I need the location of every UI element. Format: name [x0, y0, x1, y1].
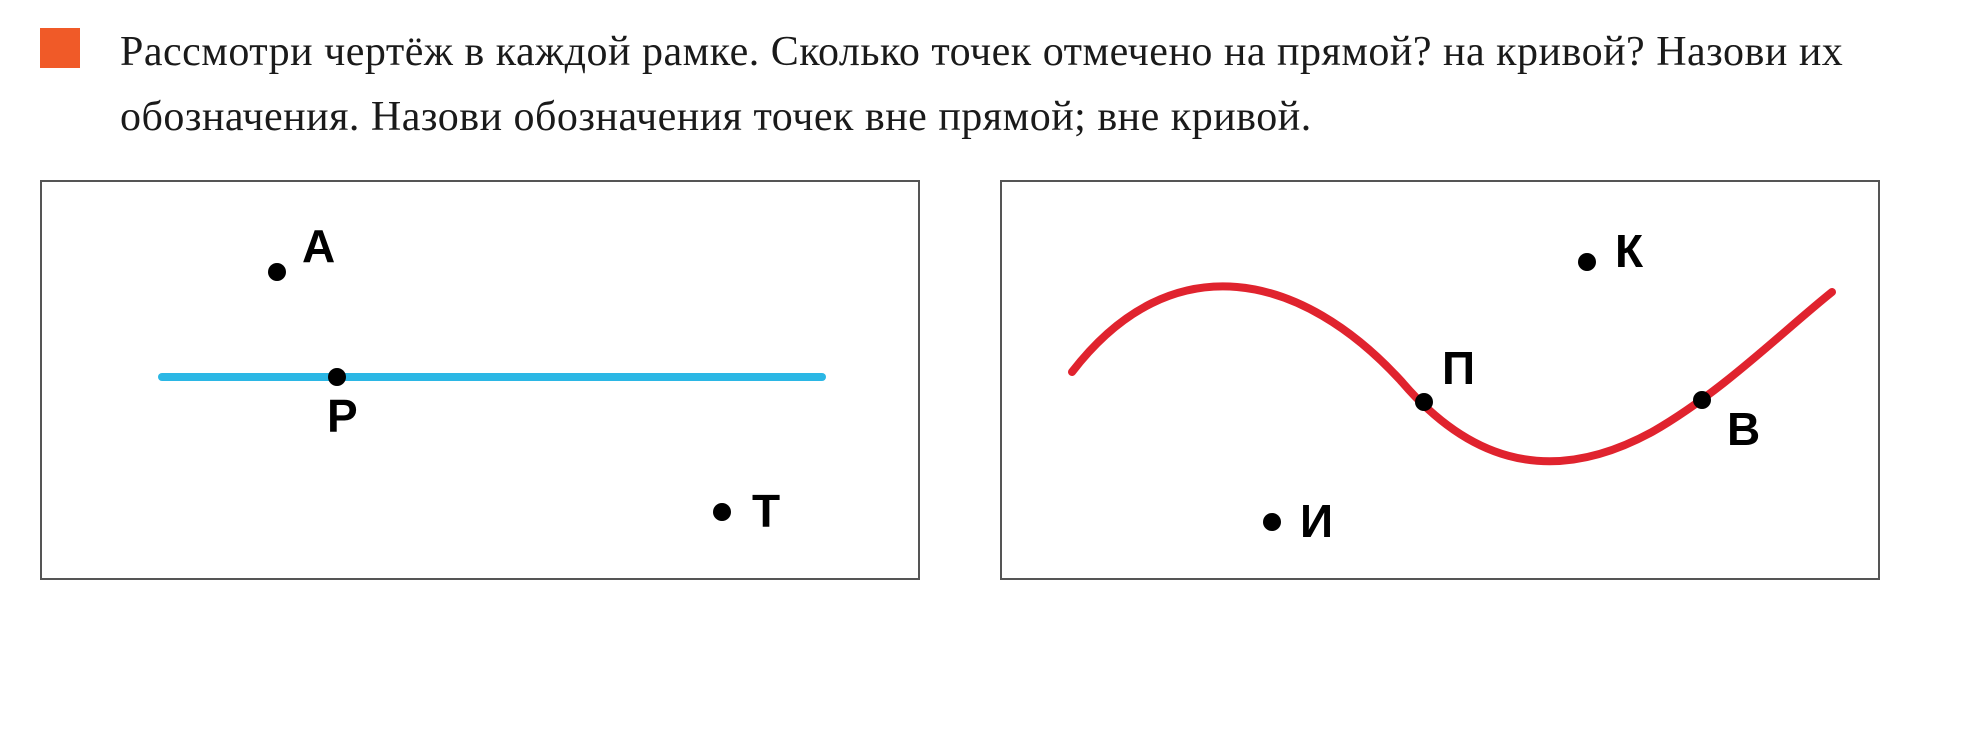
point-label-К: К [1615, 225, 1644, 277]
point-label-В: В [1727, 403, 1760, 455]
point-label-Р: Р [327, 390, 358, 442]
point-И [1263, 513, 1281, 531]
right-diagram: К П В И [1002, 182, 1878, 578]
header-row: Рассмотри чертёж в каждой рамке. Сколько… [40, 20, 1927, 150]
left-diagram: А Р Т [42, 182, 918, 578]
point-К [1578, 253, 1596, 271]
point-А [268, 263, 286, 281]
right-points: К П В И [1263, 225, 1760, 547]
right-frame: К П В И [1000, 180, 1880, 580]
left-frame: А Р Т [40, 180, 920, 580]
instruction-text: Рассмотри чертёж в каждой рамке. Сколько… [120, 20, 1927, 150]
point-label-И: И [1300, 495, 1333, 547]
point-label-П: П [1442, 342, 1475, 394]
figures-container: А Р Т К П В И [40, 180, 1927, 580]
bullet-rect [40, 28, 80, 68]
point-В [1693, 391, 1711, 409]
point-Т [713, 503, 731, 521]
bullet-icon [40, 28, 80, 68]
point-label-А: А [302, 220, 335, 272]
point-Р [328, 368, 346, 386]
point-П [1415, 393, 1433, 411]
point-label-Т: Т [752, 485, 780, 537]
